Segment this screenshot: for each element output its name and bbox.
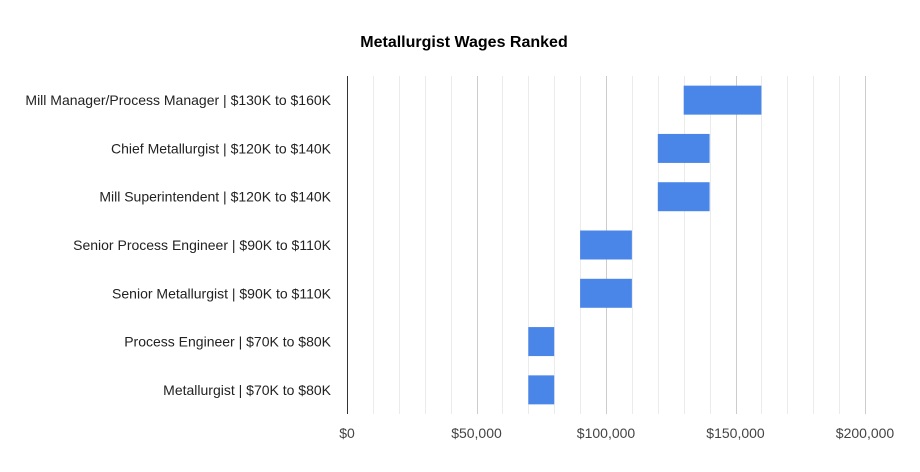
x-tick-label: $200,000: [836, 425, 895, 441]
range-bar: [580, 278, 632, 308]
x-tick-label: $150,000: [706, 425, 765, 441]
range-bar: [683, 85, 762, 115]
category-label: Senior Process Engineer | $90K to $110K: [73, 237, 332, 253]
chart-title: Metallurgist Wages Ranked: [360, 34, 567, 51]
range-bar: [657, 182, 710, 212]
category-label: Mill Superintendent | $120K to $140K: [99, 189, 331, 205]
gridlines: [373, 76, 866, 414]
range-bars: [528, 85, 762, 405]
x-tick-labels: $0 $50,000 $100,000 $150,000 $200,000: [339, 425, 894, 441]
category-label: Process Engineer | $70K to $80K: [124, 334, 331, 350]
x-tick-label: $100,000: [577, 425, 636, 441]
category-label: Senior Metallurgist | $90K to $110K: [112, 285, 332, 301]
category-label: Metallurgist | $70K to $80K: [163, 382, 332, 398]
category-labels: Mill Manager/Process Manager | $130K to …: [25, 92, 331, 398]
range-bar: [580, 230, 632, 260]
category-label: Mill Manager/Process Manager | $130K to …: [25, 92, 331, 108]
x-tick-label: $50,000: [451, 425, 502, 441]
range-bar: [528, 327, 555, 357]
category-label: Chief Metallurgist | $120K to $140K: [111, 140, 332, 156]
x-tick-label: $0: [339, 425, 355, 441]
range-bar: [528, 375, 555, 405]
range-bar: [657, 133, 710, 163]
